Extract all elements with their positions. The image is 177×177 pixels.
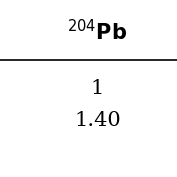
Text: $^{204}$$\bf{Pb}$: $^{204}$$\bf{Pb}$ (67, 19, 127, 44)
Text: 1: 1 (91, 79, 104, 98)
Text: 1.40: 1.40 (74, 111, 121, 130)
